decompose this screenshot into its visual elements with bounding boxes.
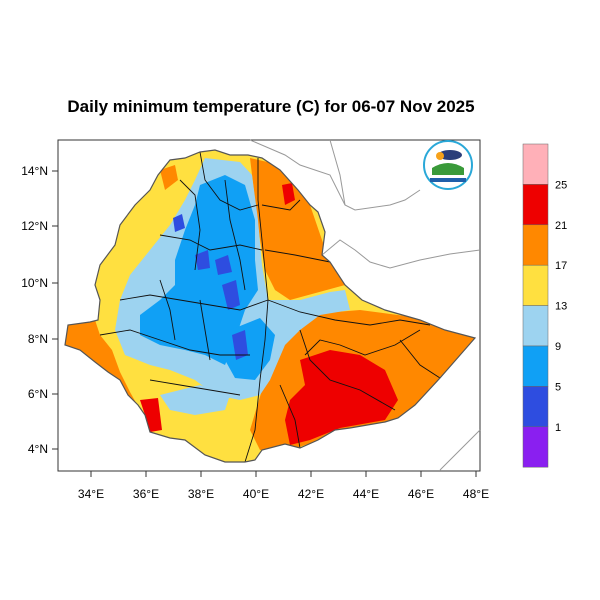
colorbar-swatch-9-13 bbox=[522, 305, 549, 347]
svg-text:48°E: 48°E bbox=[463, 487, 489, 501]
band-21-25-southwest bbox=[140, 398, 162, 432]
y-tick-4: 4°N bbox=[28, 442, 58, 456]
band-1-5-spot-b bbox=[195, 250, 210, 270]
x-tick-38: 38°E bbox=[188, 471, 214, 501]
x-tick-48: 48°E bbox=[463, 471, 489, 501]
svg-text:12°N: 12°N bbox=[21, 219, 48, 233]
svg-text:40°E: 40°E bbox=[243, 487, 269, 501]
svg-text:14°N: 14°N bbox=[21, 164, 48, 178]
band-5-9-core bbox=[140, 175, 258, 365]
colorbar-swatch->25 bbox=[522, 143, 549, 185]
colorbar-swatch-21-25 bbox=[522, 184, 549, 226]
x-tick-44: 44°E bbox=[353, 471, 379, 501]
colorbar-swatch-1-5 bbox=[522, 386, 549, 428]
map-title: Daily minimum temperature (C) for 06-07 … bbox=[67, 97, 475, 116]
gulf-of-aden-coast bbox=[321, 239, 481, 269]
y-tick-14: 14°N bbox=[21, 164, 58, 178]
svg-text:6°N: 6°N bbox=[28, 387, 48, 401]
x-tick-42: 42°E bbox=[298, 471, 324, 501]
svg-text:44°E: 44°E bbox=[353, 487, 379, 501]
colorbar-label: 9 bbox=[555, 341, 561, 353]
y-axis: 14°N 12°N 10°N 8°N 6°N 4°N bbox=[21, 164, 58, 456]
colorbar-swatch-17-21 bbox=[522, 224, 549, 266]
band-1-5-spot-c bbox=[222, 280, 240, 310]
y-tick-12: 12°N bbox=[21, 219, 58, 233]
colorbar: 25 21 17 13 9 5 1 bbox=[522, 143, 567, 468]
svg-text:38°E: 38°E bbox=[188, 487, 214, 501]
band-21-25-afar bbox=[282, 183, 295, 205]
colorbar-label: 25 bbox=[555, 179, 567, 191]
svg-text:46°E: 46°E bbox=[408, 487, 434, 501]
coastlines bbox=[249, 139, 481, 471]
band-17-21-north bbox=[160, 165, 178, 190]
band-1-5-spot-e bbox=[215, 255, 232, 275]
svg-text:34°E: 34°E bbox=[78, 487, 104, 501]
colorbar-swatch-13-17 bbox=[522, 264, 549, 306]
band-9-13-south bbox=[160, 385, 230, 415]
band-21-25-southeast bbox=[285, 350, 398, 445]
svg-text:42°E: 42°E bbox=[298, 487, 324, 501]
admin-boundaries bbox=[99, 151, 441, 462]
y-tick-6: 6°N bbox=[28, 387, 58, 401]
colorbar-label: 13 bbox=[555, 301, 567, 313]
somalia-coast bbox=[439, 429, 481, 471]
colorbar-label: 17 bbox=[555, 260, 567, 272]
x-tick-36: 36°E bbox=[133, 471, 159, 501]
x-axis: 34°E 36°E 38°E 40°E 42°E 44°E 46°E 48°E bbox=[78, 471, 489, 501]
colorbar-swatch-<1 bbox=[522, 426, 549, 468]
colorbar-swatch-5-9 bbox=[522, 345, 549, 387]
x-tick-46: 46°E bbox=[408, 471, 434, 501]
x-tick-34: 34°E bbox=[78, 471, 104, 501]
band-1-5-spot-d bbox=[232, 330, 248, 360]
colorbar-label: 21 bbox=[555, 220, 567, 232]
colorbar-label: 5 bbox=[555, 381, 561, 393]
svg-text:8°N: 8°N bbox=[28, 332, 48, 346]
band-17-21-afar bbox=[250, 158, 345, 300]
red-sea-coast-east bbox=[329, 139, 346, 206]
ethiopian-meteorology-institute-logo bbox=[423, 140, 473, 190]
svg-text:10°N: 10°N bbox=[21, 276, 48, 290]
x-tick-40: 40°E bbox=[243, 471, 269, 501]
band-1-5-spot-a bbox=[173, 214, 185, 232]
svg-text:36°E: 36°E bbox=[133, 487, 159, 501]
colorbar-label: 1 bbox=[555, 422, 561, 434]
y-tick-8: 8°N bbox=[28, 332, 58, 346]
svg-text:4°N: 4°N bbox=[28, 442, 48, 456]
y-tick-10: 10°N bbox=[21, 276, 58, 290]
